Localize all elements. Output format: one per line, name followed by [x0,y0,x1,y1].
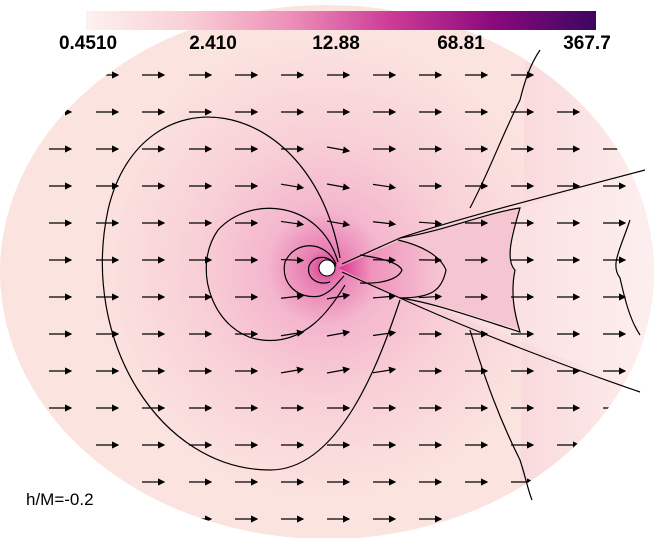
wake-front-lower [469,329,533,501]
velocity-arrow [280,292,305,300]
wake-front-upper [469,49,541,209]
velocity-arrow [326,292,351,300]
colorbar [86,11,596,30]
mach-lower [341,271,641,393]
cone-inner-edge-3 [359,254,403,284]
cone-inner-edge [399,207,521,333]
colorbar-tick-0: 0.4510 [58,33,118,54]
far-wake [615,219,641,336]
cone-inner-edge-2 [397,239,447,299]
velocity-arrow [280,366,305,374]
colorbar-tick-2: 12.88 [312,33,360,54]
velocity-arrow [372,329,397,337]
velocity-arrow [326,220,351,228]
velocity-arrow [326,146,351,154]
inner-cone-core [338,240,445,299]
velocity-arrow [280,220,305,228]
velocity-arrow [280,183,305,191]
velocity-arrow [280,256,305,264]
velocity-arrow [326,329,351,337]
vector-field [49,71,627,523]
mach-upper [341,169,646,265]
velocity-arrow [418,219,443,227]
velocity-arrow [372,366,397,374]
velocity-arrow [280,329,305,337]
contour-level-4 [307,256,337,284]
central-object [318,259,336,277]
velocity-arrow [326,183,351,191]
contour-level-3 [283,245,345,298]
contour-lines [101,49,646,501]
contour-level-2 [205,207,346,342]
velocity-arrow [418,293,443,301]
velocity-arrow [372,219,397,228]
colorbar-tick-1: 2.410 [189,33,237,54]
colorbar-tick-3: 68.81 [437,33,485,54]
velocity-arrow [372,292,397,301]
velocity-arrow [326,366,351,374]
parameter-annotation: h/M=-0.2 [26,490,94,509]
velocity-arrow [372,256,397,264]
velocity-arrow [372,183,397,191]
colorbar-tick-4: 367.7 [563,33,611,54]
